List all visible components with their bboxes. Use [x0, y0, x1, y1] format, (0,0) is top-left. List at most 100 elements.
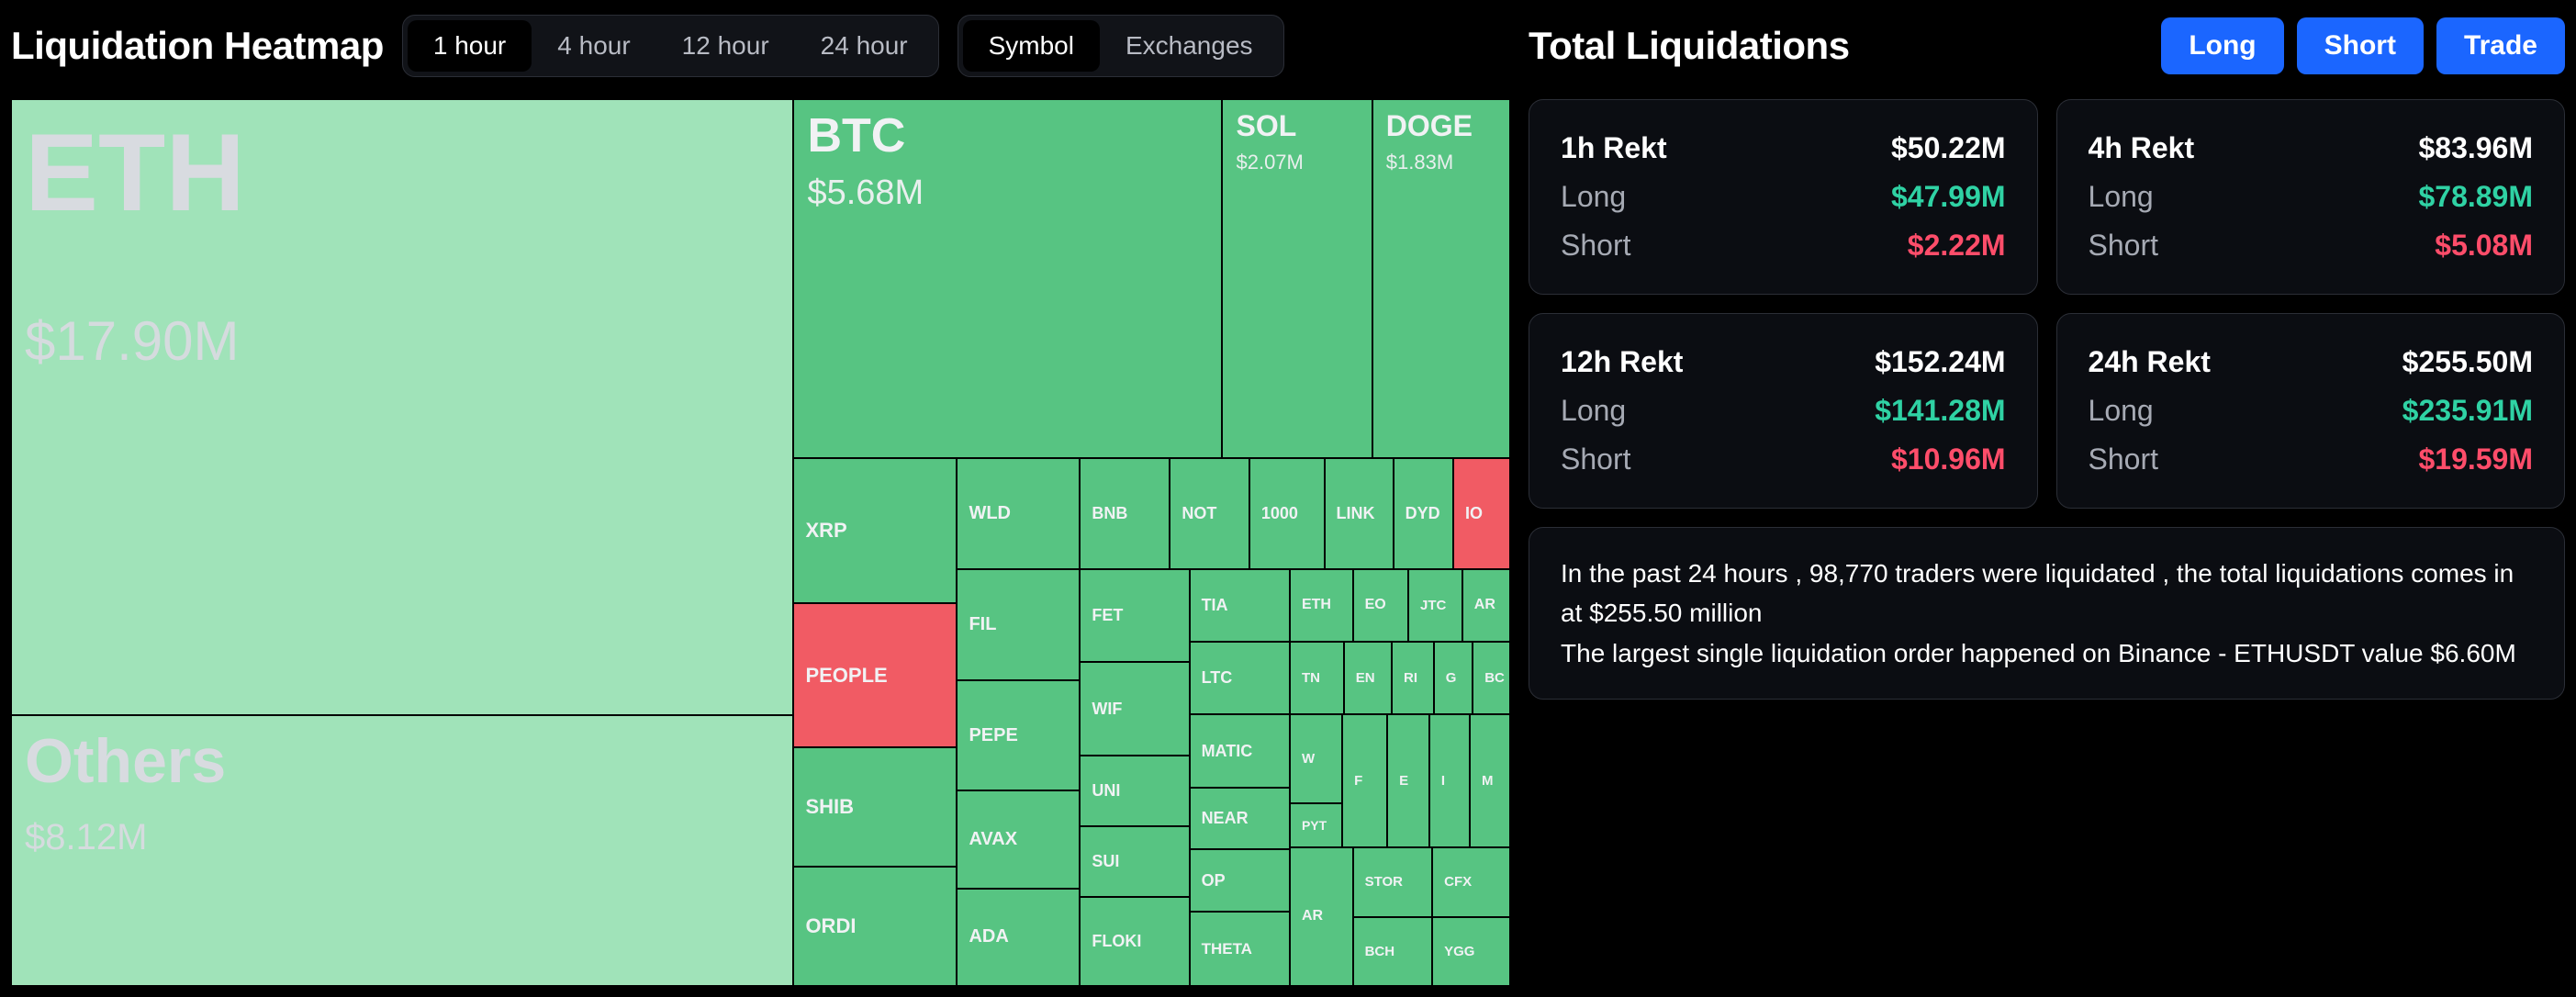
stat-card-short-label: Short: [1561, 229, 1630, 263]
treemap-cell-pepe[interactable]: PEPE: [957, 680, 1080, 791]
treemap-cell-symbol: OP: [1202, 871, 1226, 891]
treemap-cell-symbol: AR: [1302, 908, 1323, 924]
treemap-cell-tn[interactable]: TN: [1290, 642, 1344, 714]
treemap-cell-symbol: IO: [1465, 504, 1483, 523]
treemap-cell-cfx[interactable]: CFX: [1432, 847, 1510, 916]
treemap-cell-sui[interactable]: SUI: [1080, 826, 1189, 897]
stat-card-long-label: Long: [1561, 180, 1626, 214]
treemap-cell-eth[interactable]: ETH$17.90M: [11, 99, 793, 715]
tab-exchanges[interactable]: Exchanges: [1100, 20, 1279, 72]
treemap-cell-ygg[interactable]: YGG: [1432, 917, 1510, 986]
stat-card-long-value: $235.91M: [2402, 394, 2533, 428]
treemap-cell-matic[interactable]: MATIC: [1190, 714, 1290, 787]
treemap-cell-en[interactable]: EN: [1344, 642, 1392, 714]
treemap-cell-ar[interactable]: AR: [1290, 847, 1353, 986]
treemap-cell-e[interactable]: E: [1387, 714, 1429, 847]
treemap-cell-bc[interactable]: BC: [1473, 642, 1510, 714]
treemap-cell-symbol: CFX: [1444, 874, 1472, 890]
treemap-cell-w[interactable]: W: [1290, 714, 1342, 803]
stat-card-long-value: $141.28M: [1875, 394, 2005, 428]
treemap-cell-g[interactable]: G: [1434, 642, 1473, 714]
treemap-cell-f[interactable]: F: [1342, 714, 1387, 847]
treemap-cell-ltc[interactable]: LTC: [1190, 642, 1290, 714]
treemap-cell-people[interactable]: PEOPLE: [793, 603, 957, 747]
summary-line-2: The largest single liquidation order hap…: [1561, 633, 2533, 673]
trade-button[interactable]: Trade: [2436, 17, 2565, 74]
treemap-cell-sol[interactable]: SOL$2.07M: [1222, 99, 1372, 458]
stat-card-long-value: $47.99M: [1891, 180, 2006, 214]
treemap-cell-ri[interactable]: RI: [1392, 642, 1434, 714]
treemap-cell-symbol: NOT: [1182, 504, 1216, 523]
treemap-cell-symbol: FIL: [969, 614, 996, 635]
treemap-cell-xrp[interactable]: XRP: [793, 458, 957, 602]
tab-4-hour[interactable]: 4 hour: [532, 20, 655, 72]
treemap-cell-symbol: AVAX: [969, 829, 1017, 850]
treemap-cell-symbol: SUI: [1092, 852, 1119, 871]
treemap-cell-theta[interactable]: THETA: [1190, 912, 1290, 986]
treemap-cell-doge[interactable]: DOGE$1.83M: [1372, 99, 1510, 458]
treemap-cell-m[interactable]: M: [1470, 714, 1510, 847]
stat-card-long-label: Long: [1561, 394, 1626, 428]
treemap-cell-bnb[interactable]: BNB: [1080, 458, 1170, 569]
stat-card-total: $152.24M: [1875, 345, 2005, 379]
treemap-cell-btc[interactable]: BTC$5.68M: [793, 99, 1222, 458]
long-button[interactable]: Long: [2161, 17, 2283, 74]
treemap-cell-dyd[interactable]: DYD: [1394, 458, 1453, 569]
treemap-cell-wif[interactable]: WIF: [1080, 662, 1189, 755]
treemap-cell-pyt[interactable]: PYT: [1290, 803, 1342, 847]
treemap-cell-uni[interactable]: UNI: [1080, 756, 1189, 826]
treemap-cell-near[interactable]: NEAR: [1190, 788, 1290, 850]
treemap-cell-wld[interactable]: WLD: [957, 458, 1080, 569]
short-button[interactable]: Short: [2297, 17, 2424, 74]
tab-12-hour[interactable]: 12 hour: [656, 20, 795, 72]
treemap-cell-fil[interactable]: FIL: [957, 569, 1080, 680]
heatmap-title: Liquidation Heatmap: [11, 24, 384, 68]
treemap-cell-floki[interactable]: FLOKI: [1080, 897, 1189, 986]
treemap-cell-avax[interactable]: AVAX: [957, 790, 1080, 888]
stat-card-short-label: Short: [1561, 442, 1630, 476]
treemap-cell-symbol: PEPE: [969, 725, 1017, 746]
treemap-cell-ar[interactable]: AR: [1462, 569, 1510, 642]
treemap-cell-ada[interactable]: ADA: [957, 889, 1080, 986]
treemap-cell-symbol: I: [1441, 773, 1445, 789]
treemap-cell-symbol: JTC: [1420, 598, 1446, 613]
treemap-cell-symbol: LINK: [1337, 504, 1375, 523]
treemap-cell-stor[interactable]: STOR: [1353, 847, 1433, 916]
treemap-cell-symbol: LTC: [1202, 668, 1233, 688]
treemap-cell-bch[interactable]: BCH: [1353, 917, 1433, 986]
treemap-cell-fet[interactable]: FET: [1080, 569, 1189, 662]
tab-1-hour[interactable]: 1 hour: [408, 20, 532, 72]
treemap-cell-others[interactable]: Others$8.12M: [11, 715, 793, 986]
treemap-cell-symbol: BC: [1484, 670, 1505, 686]
treemap-cell-eth[interactable]: ETH: [1290, 569, 1353, 642]
stat-card-2: 12h Rekt$152.24MLong$141.28MShort$10.96M: [1529, 313, 2037, 509]
treemap-cell-not[interactable]: NOT: [1170, 458, 1249, 569]
treemap-cell-symbol: AR: [1474, 597, 1495, 613]
tab-symbol[interactable]: Symbol: [963, 20, 1100, 72]
treemap-cell-symbol: Others: [25, 725, 779, 797]
stat-card-short-value: $10.96M: [1891, 442, 2006, 476]
treemap-cell-i[interactable]: I: [1429, 714, 1470, 847]
treemap-cell-symbol: STOR: [1365, 874, 1403, 890]
heatmap-header: Liquidation Heatmap 1 hour 4 hour 12 hou…: [11, 11, 1510, 81]
totals-title: Total Liquidations: [1529, 24, 1850, 68]
treemap-cell-tia[interactable]: TIA: [1190, 569, 1290, 642]
treemap-cell-ordi[interactable]: ORDI: [793, 867, 957, 986]
treemap-cell-op[interactable]: OP: [1190, 849, 1290, 912]
treemap-cell-io[interactable]: IO: [1453, 458, 1510, 569]
stat-card-short-value: $5.08M: [2435, 229, 2533, 263]
stat-card-long-label: Long: [2089, 394, 2154, 428]
stat-card-name: 1h Rekt: [1561, 131, 1667, 165]
treemap-cell-1000[interactable]: 1000: [1249, 458, 1325, 569]
treemap-cell-link[interactable]: LINK: [1325, 458, 1394, 569]
treemap-cell-symbol: FET: [1092, 606, 1123, 625]
treemap-cell-symbol: ETH: [1302, 597, 1331, 613]
treemap-cell-eo[interactable]: EO: [1353, 569, 1408, 642]
stat-card-short-label: Short: [2089, 229, 2158, 263]
treemap-cell-value: $2.07M: [1236, 151, 1358, 174]
tab-24-hour[interactable]: 24 hour: [795, 20, 934, 72]
treemap-cell-symbol: G: [1446, 670, 1457, 686]
treemap-cell-jtc[interactable]: JTC: [1408, 569, 1462, 642]
treemap-cell-shib[interactable]: SHIB: [793, 747, 957, 867]
treemap-cell-symbol: NEAR: [1202, 809, 1249, 828]
